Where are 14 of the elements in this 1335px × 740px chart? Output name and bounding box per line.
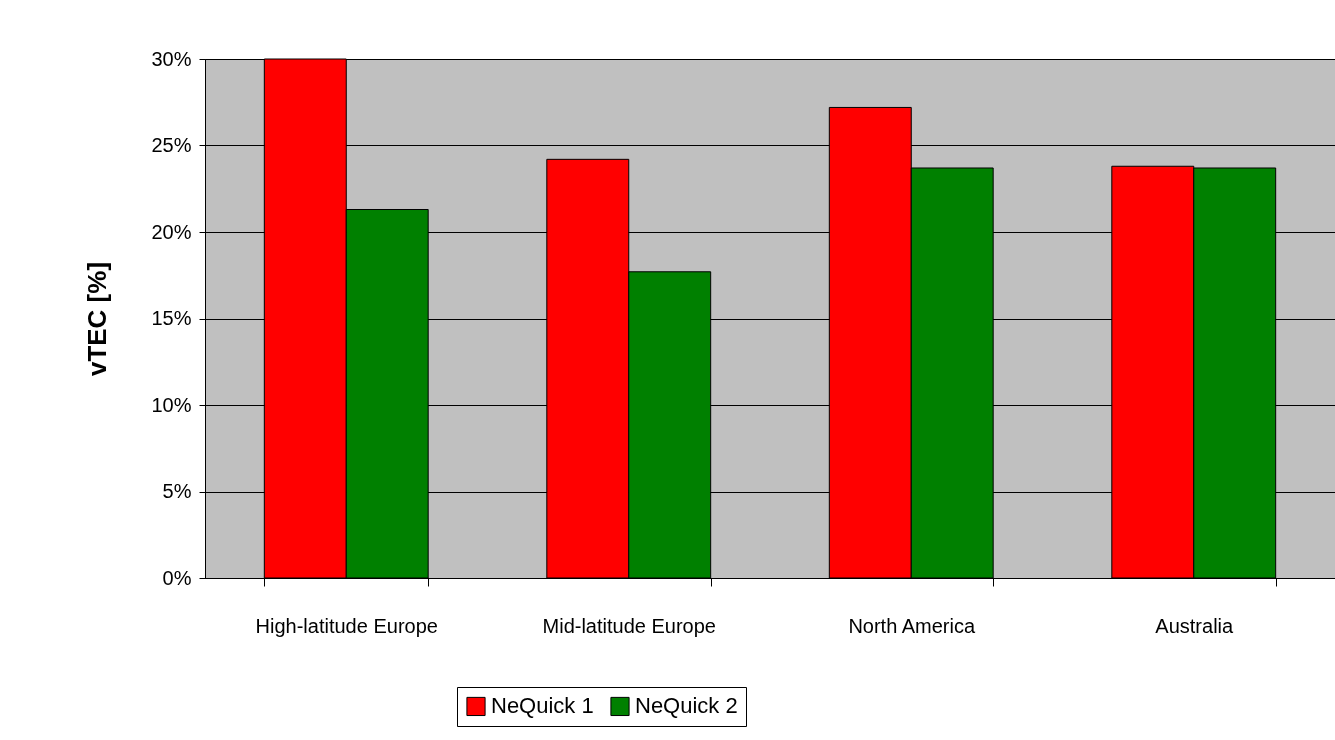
y-tick-label: 10% bbox=[151, 393, 192, 416]
y-axis-title: vTEC [%] bbox=[82, 261, 113, 377]
x-tick-label: High-latitude Europe bbox=[255, 614, 438, 637]
legend-label: NeQuick 2 bbox=[635, 693, 738, 719]
x-tick-label: North America bbox=[848, 614, 976, 637]
x-tick-label: Mid-latitude Europe bbox=[542, 614, 716, 637]
legend-label: NeQuick 1 bbox=[491, 693, 594, 719]
x-tick-label: Australia bbox=[1155, 614, 1235, 637]
y-tick-label: 30% bbox=[151, 47, 192, 70]
y-tick-label: 0% bbox=[162, 566, 192, 589]
y-tick-label: 15% bbox=[151, 307, 192, 329]
y-tick-label: 25% bbox=[151, 134, 192, 156]
y-tick-label: 5% bbox=[162, 480, 192, 502]
y-tick-label: 20% bbox=[151, 220, 192, 243]
